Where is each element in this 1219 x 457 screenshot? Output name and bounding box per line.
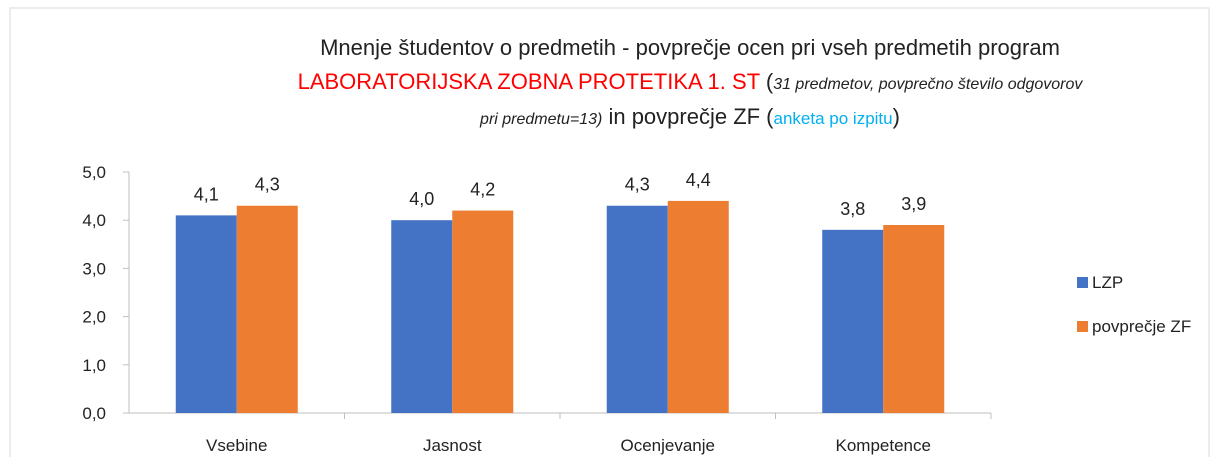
bar — [452, 210, 514, 413]
x-tick-label: Jasnost — [423, 436, 482, 455]
title-part: ( — [760, 69, 774, 94]
bar — [175, 215, 237, 413]
y-tick-label: 1,0 — [82, 356, 106, 375]
value-label: 4,3 — [255, 175, 280, 195]
x-tick-label: Vsebine — [206, 436, 267, 455]
title-part: 31 predmetov, povprečno število odgovoro… — [773, 76, 1083, 93]
bar — [822, 229, 884, 413]
y-tick-label: 0,0 — [82, 404, 106, 423]
value-label: 4,0 — [409, 189, 434, 209]
value-label: 4,2 — [470, 180, 495, 200]
bar — [606, 205, 668, 413]
x-tick-label: Ocenjevanje — [620, 436, 715, 455]
y-tick-label: 3,0 — [82, 259, 106, 278]
title-part: anketa po izpitu — [774, 109, 893, 128]
value-label: 3,8 — [840, 199, 865, 219]
bar — [236, 205, 298, 413]
y-tick-label: 5,0 — [82, 163, 106, 182]
legend-label: LZP — [1092, 273, 1123, 292]
title-part: ) — [893, 104, 900, 129]
bar — [883, 225, 945, 413]
title-part: Mnenje študentov o predmetih - povprečje… — [320, 35, 1060, 60]
chart-title: LABORATORIJSKA ZOBNA PROTETIKA 1. ST (31… — [298, 69, 1084, 94]
value-label: 4,1 — [194, 184, 219, 204]
x-tick-label: Kompetence — [836, 436, 931, 455]
value-label: 4,3 — [625, 175, 650, 195]
chart-title: Mnenje študentov o predmetih - povprečje… — [320, 35, 1060, 60]
bar — [667, 200, 729, 413]
chart-title: pri predmetu=13) in povprečje ZF (anketa… — [479, 104, 900, 129]
title-part: LABORATORIJSKA ZOBNA PROTETIKA 1. ST — [298, 69, 760, 94]
value-label: 4,4 — [686, 170, 711, 190]
legend-swatch — [1077, 277, 1088, 288]
title-part: in povprečje ZF ( — [602, 104, 774, 129]
title-part: pri predmetu=13) — [479, 111, 602, 128]
y-tick-label: 2,0 — [82, 308, 106, 327]
bar — [391, 220, 453, 413]
legend-label: povprečje ZF — [1092, 317, 1191, 336]
legend-swatch — [1077, 321, 1088, 332]
value-label: 3,9 — [901, 194, 926, 214]
y-tick-label: 4,0 — [82, 211, 106, 230]
